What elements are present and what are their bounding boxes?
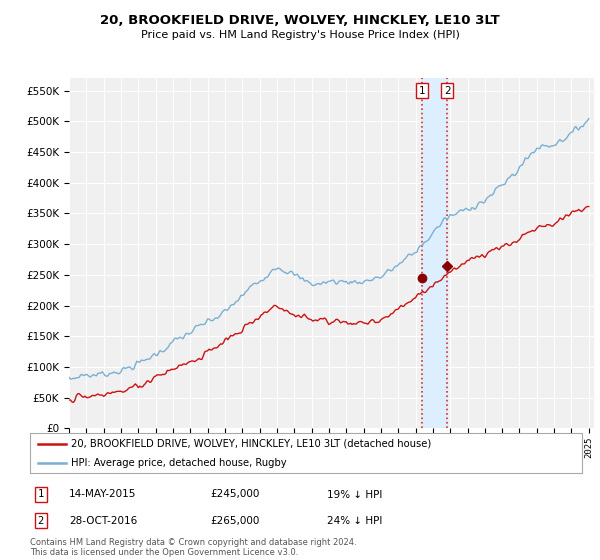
Text: 14-MAY-2015: 14-MAY-2015 <box>69 489 136 500</box>
Text: £245,000: £245,000 <box>210 489 259 500</box>
Bar <box>422 78 447 428</box>
Text: Contains HM Land Registry data © Crown copyright and database right 2024.
This d: Contains HM Land Registry data © Crown c… <box>30 538 356 557</box>
Text: Price paid vs. HM Land Registry's House Price Index (HPI): Price paid vs. HM Land Registry's House … <box>140 30 460 40</box>
Text: 1: 1 <box>38 489 44 500</box>
Text: 20, BROOKFIELD DRIVE, WOLVEY, HINCKLEY, LE10 3LT: 20, BROOKFIELD DRIVE, WOLVEY, HINCKLEY, … <box>100 14 500 27</box>
Text: £265,000: £265,000 <box>210 516 259 526</box>
Text: HPI: Average price, detached house, Rugby: HPI: Average price, detached house, Rugb… <box>71 458 287 468</box>
Text: 2: 2 <box>444 86 451 96</box>
Text: 28-OCT-2016: 28-OCT-2016 <box>69 516 137 526</box>
Text: 1: 1 <box>419 86 425 96</box>
Text: 24% ↓ HPI: 24% ↓ HPI <box>327 516 382 526</box>
Text: 20, BROOKFIELD DRIVE, WOLVEY, HINCKLEY, LE10 3LT (detached house): 20, BROOKFIELD DRIVE, WOLVEY, HINCKLEY, … <box>71 439 431 449</box>
Text: 19% ↓ HPI: 19% ↓ HPI <box>327 489 382 500</box>
Text: 2: 2 <box>38 516 44 526</box>
